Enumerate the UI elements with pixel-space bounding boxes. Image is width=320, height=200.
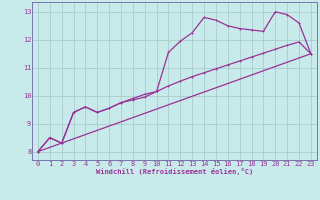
- X-axis label: Windchill (Refroidissement éolien,°C): Windchill (Refroidissement éolien,°C): [96, 168, 253, 175]
